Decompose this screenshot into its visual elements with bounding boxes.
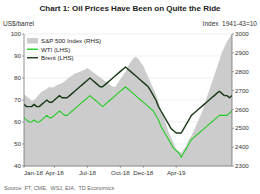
y2-tick-label: 2900 — [235, 49, 249, 56]
grid-line — [24, 34, 232, 35]
y2-tick-label: 2600 — [235, 106, 249, 113]
y-tick-label: 80 — [14, 74, 21, 81]
legend-label: Brent (LHS) — [41, 54, 74, 61]
source: Source: FT, CME, WSJ, EIA, TD Economics — [4, 185, 114, 191]
x-tick-label: Oct-18 — [111, 169, 130, 176]
y-tick-label: 40 — [14, 162, 21, 169]
x-tick — [120, 166, 121, 168]
y-tick — [22, 122, 24, 123]
y-tick — [22, 78, 24, 79]
y2-tick-label: 2800 — [235, 68, 249, 75]
y2-tick-label: 2300 — [235, 162, 249, 169]
chart: Chart 1: Oil Prices Have Been on Quite t… — [0, 0, 260, 194]
x-tick — [54, 166, 55, 168]
x-tick-label: Dec-18 — [133, 169, 154, 176]
legend-swatch — [27, 57, 38, 58]
y2-tick — [232, 109, 234, 110]
y-tick-label: 50 — [14, 140, 21, 147]
y-axis-label: US$/barrel — [3, 20, 35, 27]
area — [24, 34, 232, 166]
y-tick — [22, 56, 24, 57]
y2-tick — [232, 71, 234, 72]
y2-tick — [232, 128, 234, 129]
y-tick — [22, 34, 24, 35]
legend: S&P 500 Index (RHS) WTI (LHS)Brent (LHS) — [27, 37, 101, 61]
x-tick — [24, 166, 25, 168]
x-tick-label: Jan-18 — [24, 169, 43, 176]
y-tick — [22, 144, 24, 145]
grid-line — [24, 166, 232, 167]
y2-tick-label: 2500 — [235, 124, 249, 131]
y2-axis-label: Index 1941-43=10 — [203, 20, 258, 27]
line — [24, 87, 232, 157]
y2-tick — [232, 90, 234, 91]
x-tick — [176, 166, 177, 168]
y-tick-label: 70 — [14, 96, 21, 103]
line — [24, 67, 232, 133]
y-tick-label: 90 — [14, 52, 21, 59]
x-tick — [87, 166, 88, 168]
y2-tick-label: 2400 — [235, 143, 249, 150]
y2-tick — [232, 166, 234, 167]
y-tick-label: 100 — [11, 30, 22, 37]
y2-tick-label: 3000 — [235, 30, 249, 37]
y-tick — [22, 100, 24, 101]
x-tick-label: Apr-18 — [45, 169, 64, 176]
x-tick-label: Jul-18 — [79, 169, 96, 176]
y2-tick — [232, 147, 234, 148]
x-tick — [143, 166, 144, 168]
y-tick-label: 60 — [14, 118, 21, 125]
y2-tick — [232, 52, 234, 53]
legend-label: S&P 500 Index (RHS) — [41, 37, 101, 44]
x-tick-label: Apr-19 — [167, 169, 186, 176]
y2-tick-label: 2700 — [235, 87, 249, 94]
plot-area — [24, 34, 232, 166]
x-axis-line — [24, 166, 232, 167]
legend-swatch — [27, 49, 38, 50]
y2-axis-line — [232, 34, 233, 166]
y2-tick — [232, 34, 234, 35]
legend-label: WTI (LHS) — [41, 46, 70, 53]
title: Chart 1: Oil Prices Have Been on Quite t… — [40, 4, 221, 13]
legend-swatch — [27, 38, 38, 44]
